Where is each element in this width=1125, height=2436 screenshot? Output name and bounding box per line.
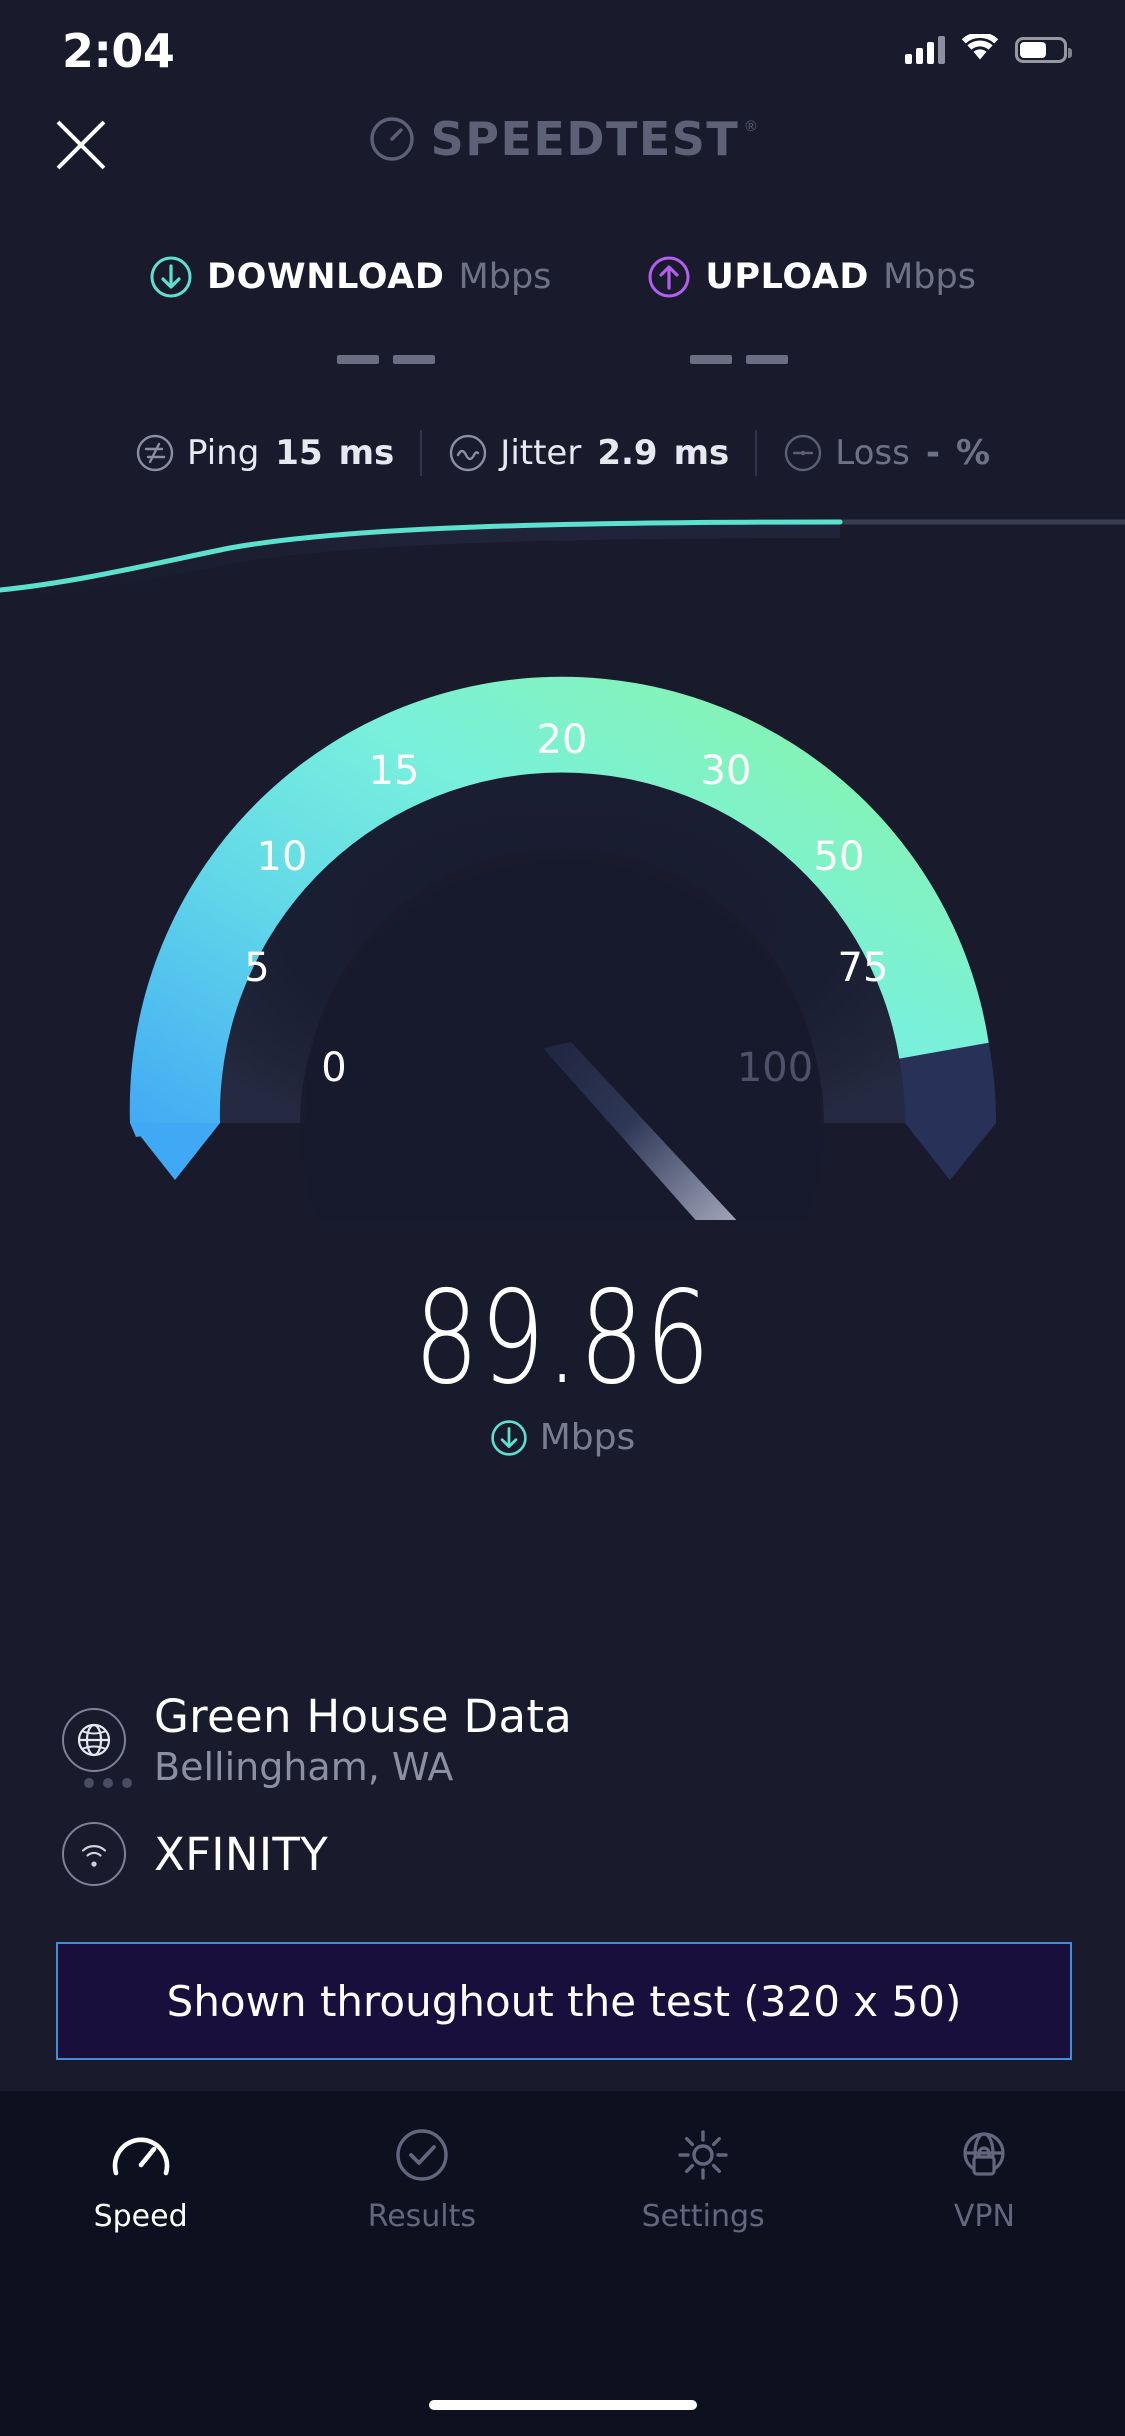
progress-graph-line [0, 519, 843, 593]
download-label: DOWNLOAD [207, 257, 445, 297]
tab-results[interactable]: Results [281, 2127, 562, 2234]
gauge-tick-50: 50 [814, 834, 865, 880]
gauge-tick-10: 10 [257, 834, 308, 880]
upload-unit: Mbps [883, 257, 976, 297]
download-arrow-icon [491, 1419, 527, 1456]
isp-name: XFINITY [154, 1827, 328, 1881]
ping-metric: Ping 15 ms [135, 433, 394, 473]
jitter-unit: ms [673, 433, 730, 473]
battery-icon [1015, 37, 1072, 63]
ping-icon [136, 434, 174, 472]
tab-speed[interactable]: Speed [0, 2127, 281, 2234]
cellular-bars-icon [905, 36, 945, 64]
server-location: Bellingham, WA [154, 1745, 454, 1789]
tab-speed-label: Speed [93, 2199, 188, 2234]
bottom-tab-bar: Speed Results Settings VPN [0, 2091, 1125, 2436]
upload-label: UPLOAD [705, 257, 870, 297]
jitter-icon [450, 434, 487, 472]
gear-icon [678, 2130, 728, 2180]
download-unit: Mbps [458, 257, 552, 297]
home-indicator [428, 2400, 697, 2410]
ping-unit: ms [338, 433, 395, 473]
speed-gauge-svg: 0 5 10 15 20 30 50 75 100 [129, 676, 997, 1220]
close-icon [56, 120, 106, 170]
gauge-dial-inner [300, 861, 824, 1220]
gauge-tick-5: 5 [244, 945, 269, 991]
loss-metric: Loss - % [783, 433, 990, 473]
metric-separator [755, 430, 758, 476]
upload-label-group: UPLOAD Mbps [647, 255, 976, 299]
ping-value: 15 [275, 433, 323, 473]
upload-value-placeholder [690, 355, 788, 364]
gauge-tick-100: 100 [737, 1045, 813, 1091]
vpn-globe-icon [963, 2132, 1005, 2176]
jitter-metric: Jitter 2.9 ms [448, 433, 729, 473]
gauge-arc-remainder [899, 1042, 997, 1123]
upload-arrow-icon [648, 256, 690, 298]
jitter-label: Jitter [500, 433, 582, 473]
isp-row[interactable]: XFINITY [62, 1822, 1062, 1886]
gauge-arc-start-cap [130, 1123, 220, 1180]
gauge-tick-0: 0 [321, 1045, 346, 1091]
status-bar-time: 2:04 [62, 24, 175, 78]
progress-graph [0, 490, 1125, 600]
brand-trademark: ® [745, 118, 757, 135]
close-button[interactable] [40, 104, 122, 186]
speed-readout-value: 89.86 [413, 1264, 712, 1413]
gauge-arc-end-cap [905, 1123, 996, 1180]
speed-values-row [0, 355, 1125, 364]
speed-gauge: 0 5 10 15 20 30 50 75 100 [0, 660, 1125, 1220]
loss-icon [785, 434, 822, 472]
loss-label: Loss [835, 433, 910, 473]
progress-graph-svg [0, 519, 1125, 600]
gauge-tick-20: 20 [537, 717, 588, 763]
speed-readout: 89.86 Mbps [0, 1264, 1125, 1459]
check-circle-icon [396, 2129, 448, 2181]
brand-name: SPEEDTEST [430, 112, 740, 166]
speed-labels-row: DOWNLOAD Mbps UPLOAD Mbps [0, 255, 1125, 299]
gauge-tick-30: 30 [701, 748, 752, 794]
speed-readout-unit-row: Mbps [0, 1417, 1125, 1458]
ad-banner-text: Shown throughout the test (320 x 50) [166, 1976, 962, 2026]
download-label-group: DOWNLOAD Mbps [149, 255, 551, 299]
loss-unit: % [955, 433, 991, 473]
tab-settings-label: Settings [641, 2199, 765, 2234]
gauge-tick-75: 75 [838, 945, 889, 991]
gauge-arc-fill [129, 676, 989, 1137]
download-arrow-icon [150, 256, 192, 298]
server-row[interactable]: Green House Data Bellingham, WA [62, 1690, 1062, 1789]
server-options-dots[interactable] [84, 1778, 132, 1788]
progress-graph-glow [0, 522, 840, 600]
jitter-value: 2.9 [597, 433, 658, 473]
tab-results-label: Results [367, 2199, 477, 2234]
brand-logo: SPEEDTEST ® [0, 112, 1125, 166]
ad-banner[interactable]: Shown throughout the test (320 x 50) [56, 1942, 1072, 2060]
app-header: SPEEDTEST ® [0, 96, 1125, 206]
server-name: Green House Data [154, 1690, 573, 1743]
metric-separator [420, 430, 423, 476]
speedometer-icon [112, 2137, 169, 2176]
speed-readout-unit: Mbps [539, 1417, 636, 1458]
tab-settings[interactable]: Settings [563, 2127, 844, 2234]
tab-vpn-label: VPN [953, 2199, 1015, 2234]
network-metrics-row: Ping 15 ms Jitter 2.9 ms Loss - % [0, 430, 1125, 476]
ping-label: Ping [186, 433, 260, 473]
status-bar: 2:04 [0, 0, 1125, 96]
gauge-dial-face [219, 761, 906, 1123]
loss-value: - [925, 433, 940, 473]
gauge-tick-15: 15 [369, 748, 420, 794]
status-bar-indicators [905, 31, 1072, 67]
wifi-icon [961, 31, 999, 67]
speedtest-gauge-icon [369, 117, 414, 161]
globe-icon [62, 1707, 126, 1772]
gauge-needle [543, 1042, 737, 1220]
tab-vpn[interactable]: VPN [844, 2127, 1125, 2234]
wifi-circle-icon [62, 1822, 126, 1886]
download-value-placeholder [337, 355, 435, 364]
